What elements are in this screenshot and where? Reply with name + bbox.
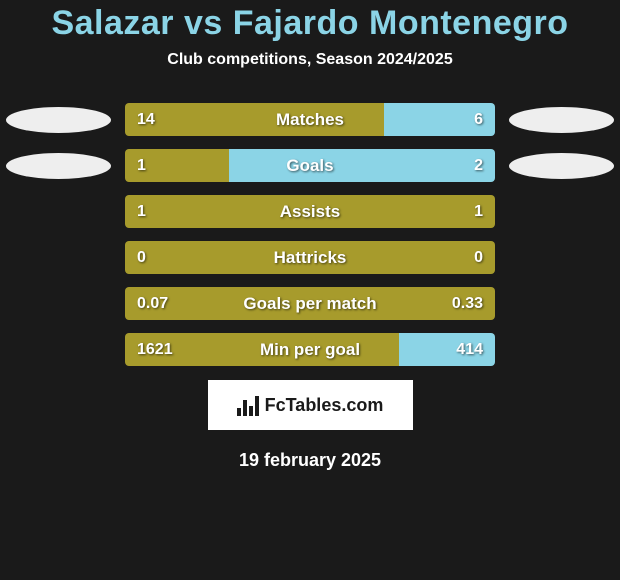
bar-segment-left [125, 103, 384, 136]
stat-row: 146Matches [0, 103, 620, 136]
flag-spacer [6, 199, 111, 225]
bar-segment-left [125, 241, 495, 274]
player-flag-right [509, 153, 614, 179]
bar-segment-left [125, 149, 229, 182]
player-flag-right [509, 107, 614, 133]
stat-bar: 0.070.33Goals per match [125, 287, 495, 320]
stat-row: 00Hattricks [0, 241, 620, 274]
stat-row: 12Goals [0, 149, 620, 182]
bar-segment-right [384, 103, 495, 136]
stat-bar: 1621414Min per goal [125, 333, 495, 366]
date-text: 19 february 2025 [239, 450, 381, 471]
bar-segment-left [125, 287, 495, 320]
player-flag-left [6, 107, 111, 133]
stat-bar: 146Matches [125, 103, 495, 136]
flag-spacer [509, 199, 614, 225]
comparison-infographic: Salazar vs Fajardo Montenegro Club compe… [0, 0, 620, 471]
stat-bar: 12Goals [125, 149, 495, 182]
brand-text: FcTables.com [265, 395, 384, 416]
bar-segment-right [229, 149, 495, 182]
flag-spacer [6, 337, 111, 363]
flag-spacer [6, 245, 111, 271]
flag-spacer [509, 245, 614, 271]
player-flag-left [6, 153, 111, 179]
stat-row: 11Assists [0, 195, 620, 228]
brand-badge: FcTables.com [208, 380, 413, 430]
flag-spacer [509, 291, 614, 317]
flag-spacer [509, 337, 614, 363]
bar-segment-left [125, 195, 495, 228]
bar-chart-icon [237, 394, 259, 416]
stat-row: 0.070.33Goals per match [0, 287, 620, 320]
stat-row: 1621414Min per goal [0, 333, 620, 366]
stats-list: 146Matches 12Goals 11Assists 00Hattricks 0.0… [0, 103, 620, 366]
bar-segment-left [125, 333, 399, 366]
stat-bar: 00Hattricks [125, 241, 495, 274]
bar-segment-right [399, 333, 495, 366]
page-subtitle: Club competitions, Season 2024/2025 [167, 51, 452, 69]
page-title: Salazar vs Fajardo Montenegro [51, 4, 568, 43]
flag-spacer [6, 291, 111, 317]
stat-bar: 11Assists [125, 195, 495, 228]
